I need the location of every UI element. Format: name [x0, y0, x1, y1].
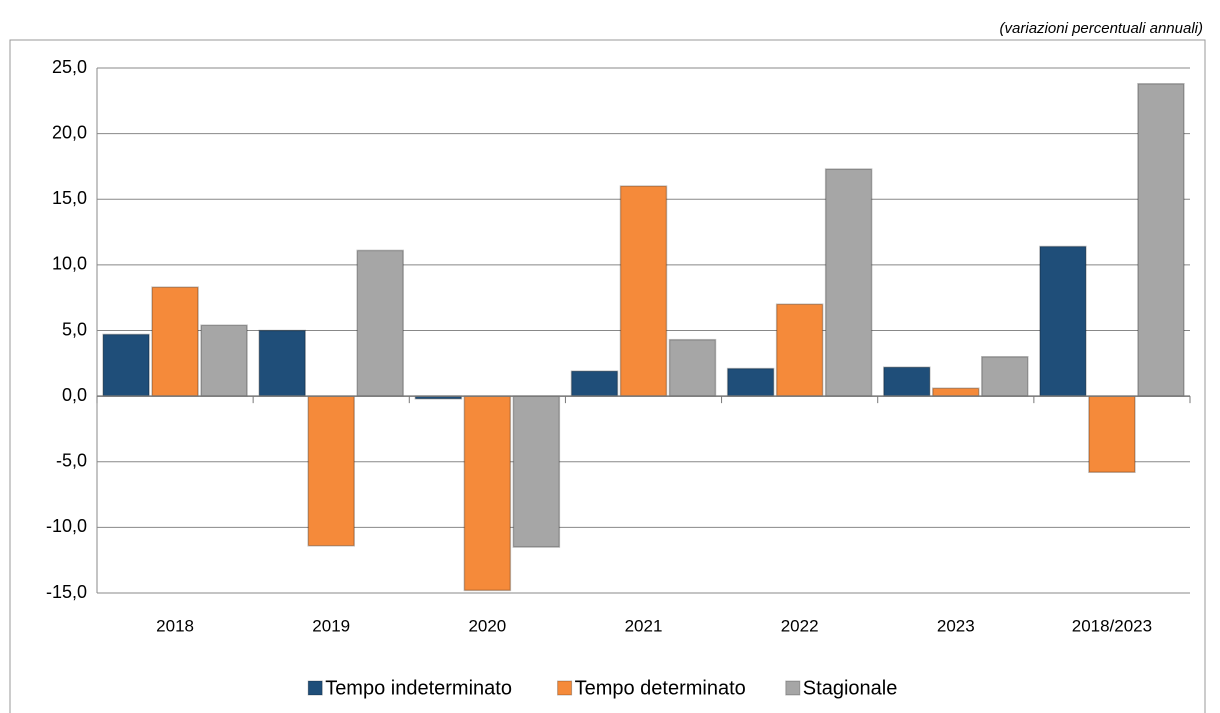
x-tick-label: 2020	[468, 616, 506, 635]
x-tick-label: 2022	[781, 616, 819, 635]
y-tick-label: 25,0	[52, 57, 87, 77]
legend-swatch	[785, 680, 801, 696]
bar	[463, 395, 512, 592]
bar	[258, 329, 306, 397]
x-tick-label: 2021	[625, 616, 663, 635]
bar	[619, 185, 668, 397]
bar	[200, 324, 248, 397]
y-tick-label: -5,0	[56, 451, 87, 471]
bar	[356, 249, 404, 397]
legend-label: Stagionale	[803, 677, 898, 699]
legend-label: Tempo indeterminato	[325, 677, 512, 699]
legend-swatch	[557, 680, 573, 696]
x-tick-label: 2019	[312, 616, 350, 635]
bar	[102, 333, 150, 397]
bar	[932, 387, 980, 397]
y-tick-label: 15,0	[52, 188, 87, 208]
bar	[151, 286, 199, 397]
bar	[981, 356, 1029, 397]
chart-subtitle: (variazioni percentuali annuali)	[1000, 20, 1203, 37]
bar	[883, 366, 931, 397]
x-tick-label: 2018/2023	[1072, 616, 1152, 635]
legend-swatch	[307, 680, 323, 696]
x-tick-label: 2023	[937, 616, 975, 635]
bar	[824, 168, 873, 397]
bar	[307, 395, 355, 547]
bar	[726, 367, 775, 397]
y-tick-label: -10,0	[46, 516, 87, 536]
bar	[1039, 245, 1087, 397]
y-tick-label: 10,0	[52, 254, 87, 274]
bar	[1137, 83, 1185, 397]
y-tick-label: 5,0	[62, 319, 87, 339]
x-tick-label: 2018	[156, 616, 194, 635]
bar	[512, 395, 561, 548]
bar	[668, 338, 717, 397]
bar	[570, 370, 619, 397]
bar	[1088, 395, 1136, 473]
y-tick-label: 20,0	[52, 122, 87, 142]
chart-frame	[9, 39, 1206, 713]
y-tick-label: 0,0	[62, 385, 87, 405]
legend-label: Tempo determinato	[575, 677, 746, 699]
y-tick-label: -15,0	[46, 582, 87, 602]
bar	[775, 303, 824, 397]
